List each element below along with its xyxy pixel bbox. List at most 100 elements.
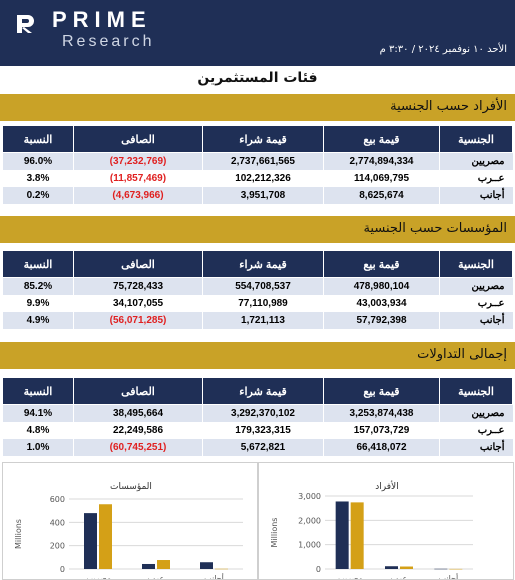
table-row: 0.2% (4,673,966) 3,951,708 8,625,674 أجانب [2,187,513,204]
chart-title: المؤسسات [110,482,152,492]
percent-cell: 94.1% [2,404,74,422]
column-header: الصافى [73,125,203,153]
percent-cell: 85.2% [2,277,74,295]
buy-value-cell: 77,110,989 [202,295,324,312]
report-date: الأحد ١٠ نوفمبر ٢٠٢٤ / ٣:٣٠ م [379,44,507,55]
x-tick-label: مصريين [336,574,362,579]
chart-bar [157,560,170,569]
buy-value-cell: 102,212,326 [202,170,324,187]
table-row: 85.2% 75,728,433 554,708,537 478,980,104 مصر… [2,277,513,295]
net-cell: (11,857,469) [73,170,203,187]
percent-cell: 3.8% [2,170,74,187]
net-cell: (4,673,966) [73,187,203,204]
header-bar: PRIME Research الأحد ١٠ نوفمبر ٢٠٢٤ / ٣:… [0,0,515,66]
chart-bar [434,568,448,570]
nationality-cell: عــرب [439,422,513,439]
table-row: 4.9% (56,071,285) 1,721,113 57,792,398 أجانب [2,312,513,329]
percent-cell: 4.8% [2,422,74,439]
y-tick-label: 0 [60,565,65,574]
net-cell: 38,495,664 [73,404,203,422]
chart-bar [400,566,413,569]
y-tick-label: 1,000 [298,541,321,550]
nationality-cell: مصريين [439,277,513,295]
percent-cell: 96.0% [2,152,74,170]
column-header: النسبة [2,377,74,405]
nationality-cell: أجانب [439,312,513,329]
percent-cell: 1.0% [2,439,74,456]
buy-value-cell: 3,951,708 [202,187,324,204]
y-tick-label: 2,000 [298,516,321,525]
chart-bar [215,568,228,570]
x-tick-label: عرب [391,574,408,579]
section-header: إجمالى التداولات [0,342,515,369]
x-tick-label: مصريين [85,574,111,579]
table-row: 3.8% (11,857,469) 102,212,326 114,069,795 عـ… [2,170,513,187]
sell-value-cell: 478,980,104 [323,277,440,295]
section-header: المؤسسات حسب الجنسية [0,216,515,243]
net-cell: (60,745,251) [73,439,203,456]
chart-bar [335,501,349,569]
chart-bar [385,566,398,569]
chart-bar [84,513,97,569]
x-tick-label: أجانب [204,573,224,579]
column-header: النسبة [2,250,74,278]
section-header: الأفراد حسب الجنسية [0,94,515,121]
column-header: قيمة شراء [202,125,324,153]
column-header: قيمة بيع [323,125,440,153]
chart-title: الأفراد [375,480,398,492]
y-tick-label: 200 [50,542,65,551]
sell-value-cell: 66,418,072 [323,439,440,456]
column-header: الصافى [73,377,203,405]
individuals-chart-svg: الأفراد 0 1,000 2,000 3,000 Millions مصريين عرب… [270,480,473,579]
net-cell: (37,232,769) [73,152,203,170]
percent-cell: 4.9% [2,312,74,329]
chart-bar [99,504,112,569]
y-tick-label: 400 [50,518,65,527]
institutions-chart-svg: المؤسسات 0 200 400 600 Millions مصريين عرب أجانب [14,482,243,579]
investor-table: النسبة الصافى قيمة شراء قيمة بيع الجنسية 94.1… [2,377,513,456]
chart-bar [142,563,155,569]
column-header: الجنسية [439,377,513,405]
table-row: 1.0% (60,745,251) 5,672,821 66,418,072 أجانب [2,439,513,456]
chart-bar [200,562,213,569]
net-cell: 34,107,055 [73,295,203,312]
sell-value-cell: 8,625,674 [323,187,440,204]
net-cell: 75,728,433 [73,277,203,295]
sell-value-cell: 57,792,398 [323,312,440,329]
table-row: 4.8% 22,249,586 179,323,315 157,073,729 عــر… [2,422,513,439]
y-tick-label: 0 [316,565,321,574]
prime-logo-icon [17,15,34,33]
nationality-cell: عــرب [439,170,513,187]
nationality-cell: مصريين [439,152,513,170]
brand-name: PRIME [52,7,152,32]
table-row: 94.1% 38,495,664 3,292,370,102 3,253,874,43… [2,404,513,422]
buy-value-cell: 3,292,370,102 [202,404,324,422]
institutions-chart: المؤسسات 0 200 400 600 Millions مصريين عرب أجانب [2,462,258,580]
column-header: الجنسية [439,250,513,278]
y-tick-label: 600 [50,495,65,504]
column-header: قيمة شراء [202,250,324,278]
column-header: قيمة بيع [323,250,440,278]
chart-bar [449,568,463,570]
chart-bar [350,502,364,569]
y-axis-label: Millions [14,519,23,549]
sell-value-cell: 114,069,795 [323,170,440,187]
column-header: الجنسية [439,125,513,153]
y-axis-label: Millions [270,518,279,548]
nationality-cell: أجانب [439,439,513,456]
section-title: إجمالى التداولات [417,347,507,362]
section-title: المؤسسات حسب الجنسية [363,221,507,236]
table-row: 9.9% 34,107,055 77,110,989 43,003,934 عــرب [2,295,513,312]
sell-value-cell: 2,774,894,334 [323,152,440,170]
investor-table: النسبة الصافى قيمة شراء قيمة بيع الجنسية 96.0… [2,125,513,204]
net-cell: (56,071,285) [73,312,203,329]
x-tick-label: أجانب [438,573,458,579]
nationality-cell: عــرب [439,295,513,312]
buy-value-cell: 5,672,821 [202,439,324,456]
buy-value-cell: 179,323,315 [202,422,324,439]
percent-cell: 0.2% [2,187,74,204]
sell-value-cell: 3,253,874,438 [323,404,440,422]
sell-value-cell: 43,003,934 [323,295,440,312]
nationality-cell: مصريين [439,404,513,422]
brand-subtitle: Research [62,33,155,50]
